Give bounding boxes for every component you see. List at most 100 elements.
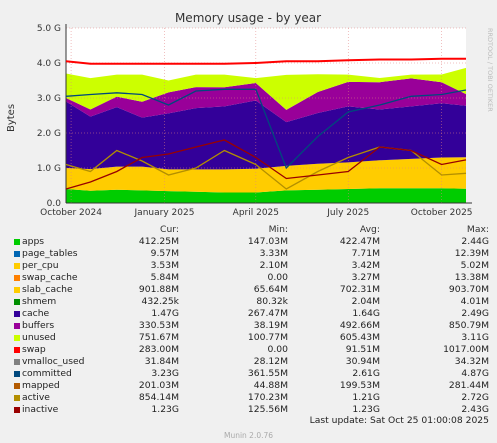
legend-name: inactive [22,404,59,415]
legend-max: 4.01M [460,296,489,307]
legend-min: 100.77M [247,332,288,343]
legend-min: 2.10M [259,260,288,271]
legend-avg: 1.23G [352,404,380,415]
legend-name: apps [22,236,45,247]
legend-min: 125.56M [247,404,288,415]
legend-name: page_tables [22,248,78,259]
legend-swatch-page_tables [14,251,20,257]
legend-name: swap_cache [22,272,78,283]
area-slab_cache [66,157,466,193]
legend-name: unused [22,332,56,343]
legend-max: 2.49G [461,308,489,319]
legend-row-slab_cache: slab_cache 901.88M 65.64M 702.31M 903.70M [0,284,497,296]
legend-min: 38.19M [253,320,288,331]
legend-max: 4.87G [461,368,489,379]
legend-cur: 751.67M [138,332,179,343]
legend-cur: 901.88M [138,284,179,295]
legend-name: buffers [22,320,55,331]
legend-name: cache [22,308,50,319]
legend-row-unused: unused 751.67M 100.77M 605.43M 3.11G [0,332,497,344]
legend-cur: 9.57M [150,248,179,259]
legend-row-swap_cache: swap_cache 5.84M 0.00 3.27M 13.38M [0,272,497,284]
legend-name: slab_cache [22,284,73,295]
legend-avg: 492.66M [339,320,380,331]
legend-header-max: Max: [466,224,489,235]
legend-cur: 854.14M [138,392,179,403]
legend-avg: 91.51M [345,344,380,355]
legend-min: 0.00 [267,344,288,355]
legend-cur: 5.84M [150,272,179,283]
legend-name: mapped [22,380,60,391]
legend-min: 147.03M [247,236,288,247]
area-apps [66,188,466,203]
legend-swatch-unused [14,335,20,341]
legend-min: 3.33M [259,248,288,259]
y-tick-label-3: 3.0 G [37,94,61,104]
side-label: RRDTOOL / TOBI OETIKER [486,28,494,112]
x-tick-label-3: July 2025 [326,208,369,218]
legend-name: committed [22,368,72,379]
legend-cur: 3.23G [151,368,179,379]
legend-cur: 330.53M [138,320,179,331]
legend-header-cur: Cur: [160,224,179,235]
legend-swatch-inactive [14,407,20,413]
legend-row-swap: swap 283.00M 0.00 91.51M 1017.00M [0,344,497,356]
legend-max: 903.70M [448,284,489,295]
legend-min: 170.23M [247,392,288,403]
legend-swatch-shmem [14,299,20,305]
legend-cur: 412.25M [138,236,179,247]
memory-chart: Memory usage - by year Bytes 0.0 1.0 G 2.0… [6,11,494,218]
lines-layer [65,57,467,190]
legend-header-min: Min: [268,224,288,235]
y-tick-label-2: 2.0 G [37,129,61,139]
legend-min: 44.88M [253,380,288,391]
legend-cur: 201.03M [138,380,179,391]
y-tick-label-5: 5.0 G [37,24,61,34]
legend-max: 850.79M [448,320,489,331]
legend-row-shmem: shmem 432.25k 80.32k 2.04M 4.01M [0,296,497,308]
legend-cur: 31.84M [144,356,179,367]
stack-layer [66,67,466,203]
legend-row-committed: committed 3.23G 361.55M 2.61G 4.87G [0,368,497,380]
legend-avg: 702.31M [339,284,380,295]
legend-max: 5.02M [460,260,489,271]
x-ticks: October 2024 January 2025 April 2025 July 2… [40,208,472,218]
x-tick-label-1: January 2025 [134,208,195,218]
legend-row-inactive: inactive 1.23G 125.56M 1.23G 2.43G [0,404,497,416]
legend-avg: 2.04M [351,296,380,307]
legend-avg: 1.64G [352,308,380,319]
legend-cur: 1.23G [151,404,179,415]
area-buffers [66,78,466,123]
legend-avg: 199.53M [339,380,380,391]
legend-max: 2.43G [461,404,489,415]
legend-cur: 283.00M [138,344,179,355]
legend-avg: 7.71M [351,248,380,259]
legend-max: 3.11G [461,332,489,343]
legend-swatch-swap [14,347,20,353]
legend-swatch-active [14,395,20,401]
legend-avg: 1.21G [352,392,380,403]
legend-max: 2.44G [461,236,489,247]
chart-title: Memory usage - by year [175,11,321,25]
legend-max: 12.39M [454,248,489,259]
legend-row-page_tables: page_tables 9.57M 3.33M 7.71M 12.39M [0,248,497,260]
legend-row-vmalloc_used: vmalloc_used 31.84M 28.12M 30.94M 34.32M [0,356,497,368]
legend-swatch-swap_cache [14,275,20,281]
legend-min: 65.64M [253,284,288,295]
legend-avg: 422.47M [339,236,380,247]
legend-row-cache: cache 1.47G 267.47M 1.64G 2.49G [0,308,497,320]
y-ticks: 0.0 1.0 G 2.0 G 3.0 G 4.0 G 5.0 G [37,24,61,209]
line-swap [65,57,466,65]
legend-cur: 1.47G [151,308,179,319]
legend-swatch-buffers [14,323,20,329]
y-tick-label-0: 0.0 [47,199,62,209]
legend-min: 361.55M [247,368,288,379]
legend-name: per_cpu [22,260,59,271]
legend-header: Cur: Min: Avg: Max: [0,224,497,236]
legend-avg: 3.27M [351,272,380,283]
area-unused [66,67,466,110]
legend-swatch-cache [14,311,20,317]
legend-cur: 3.53M [150,260,179,271]
y-tick-label-4: 4.0 G [37,59,61,69]
